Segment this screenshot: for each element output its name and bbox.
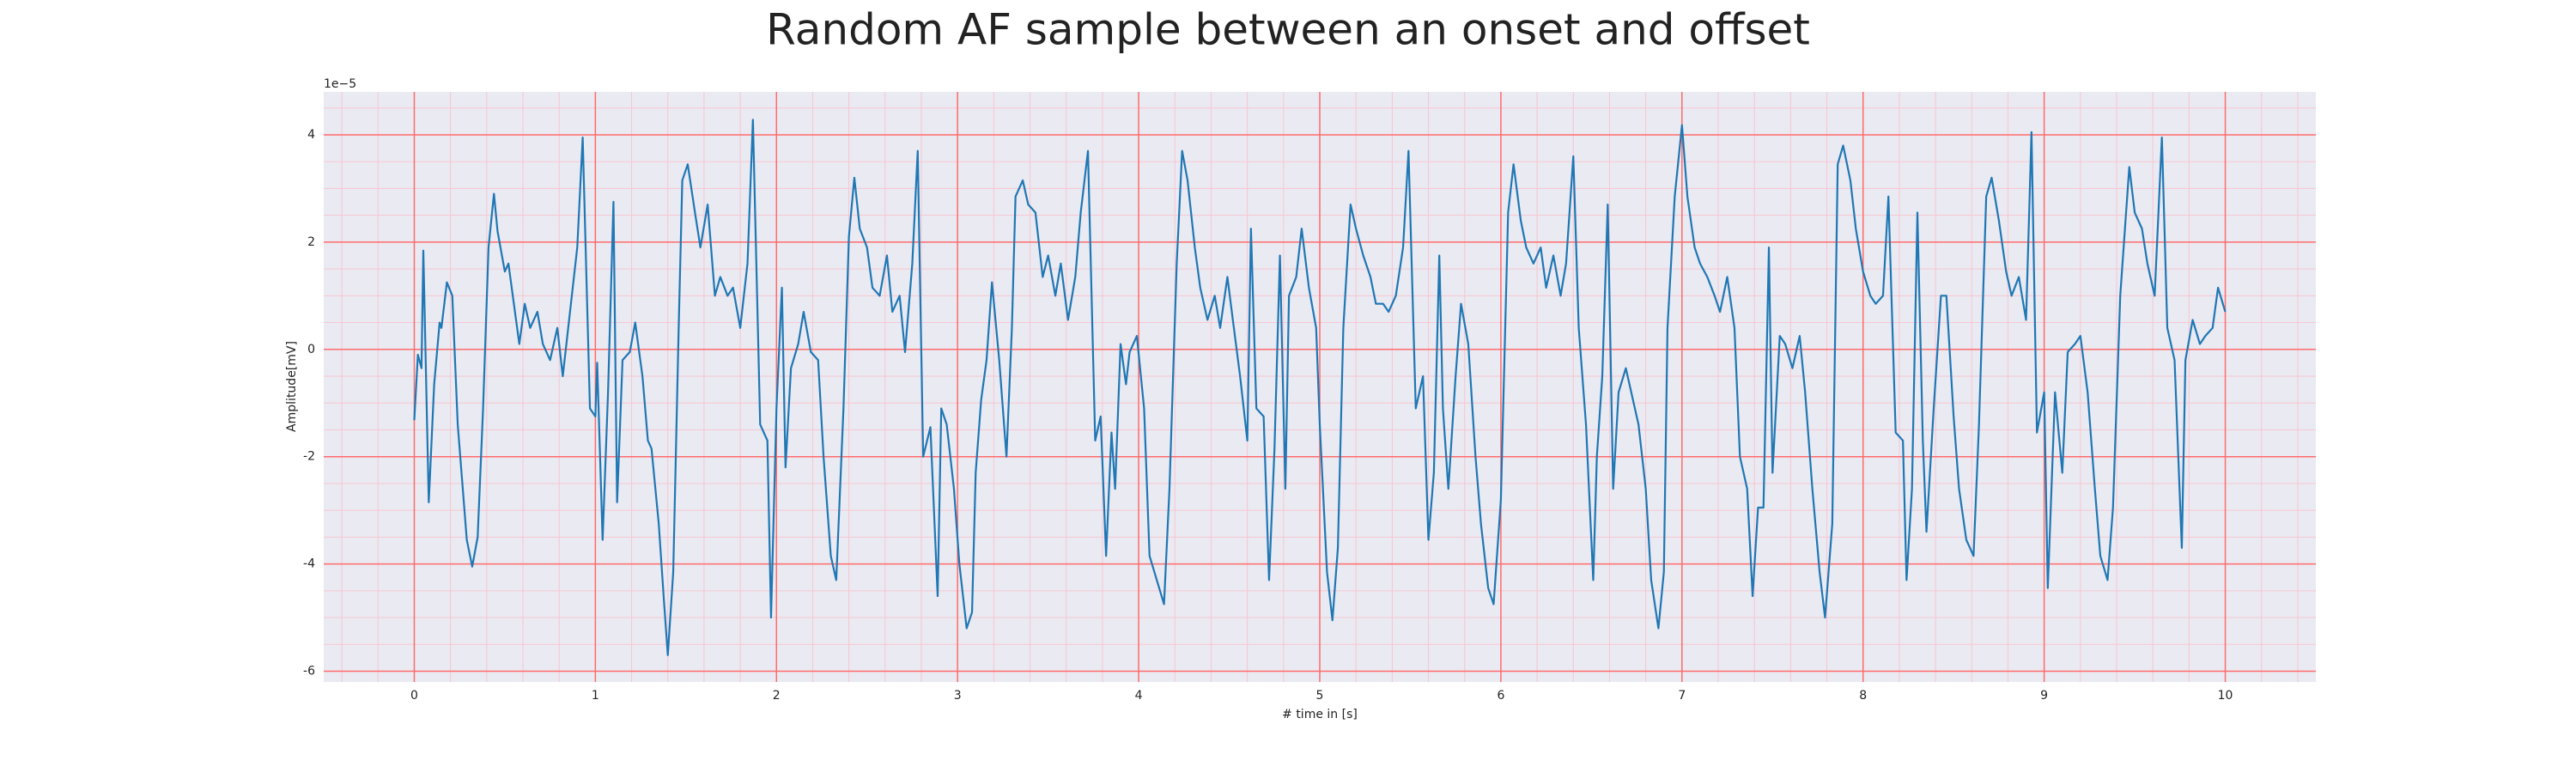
x-tick-label: 4: [1135, 689, 1143, 703]
x-tick-label: 7: [1678, 689, 1686, 703]
x-tick-label: 5: [1316, 689, 1324, 703]
x-tick-label: 2: [773, 689, 781, 703]
chart-title: Random AF sample between an onset and of…: [766, 5, 1810, 55]
x-tick-label: 6: [1497, 689, 1504, 703]
y-axis-label: Amplitude[mV]: [285, 341, 299, 432]
y-tick-label: 4: [307, 128, 315, 142]
x-axis-label: # time in [s]: [1282, 708, 1358, 721]
y-tick-label: -4: [303, 557, 315, 571]
y-tick-label: 0: [307, 343, 315, 356]
x-tick-label: 0: [410, 689, 418, 703]
x-tick-label: 9: [2040, 689, 2048, 703]
y-tick-label: 2: [307, 235, 315, 249]
x-tick-label: 10: [2218, 689, 2233, 703]
y-offset-text: 1e−5: [324, 77, 356, 91]
signal-line: [413, 119, 2227, 656]
y-tick-label: -2: [303, 450, 315, 464]
y-tick-label: -6: [303, 665, 315, 679]
x-tick-label: 3: [954, 689, 962, 703]
x-tick-label: 8: [1859, 689, 1867, 703]
x-tick-label: 1: [592, 689, 599, 703]
